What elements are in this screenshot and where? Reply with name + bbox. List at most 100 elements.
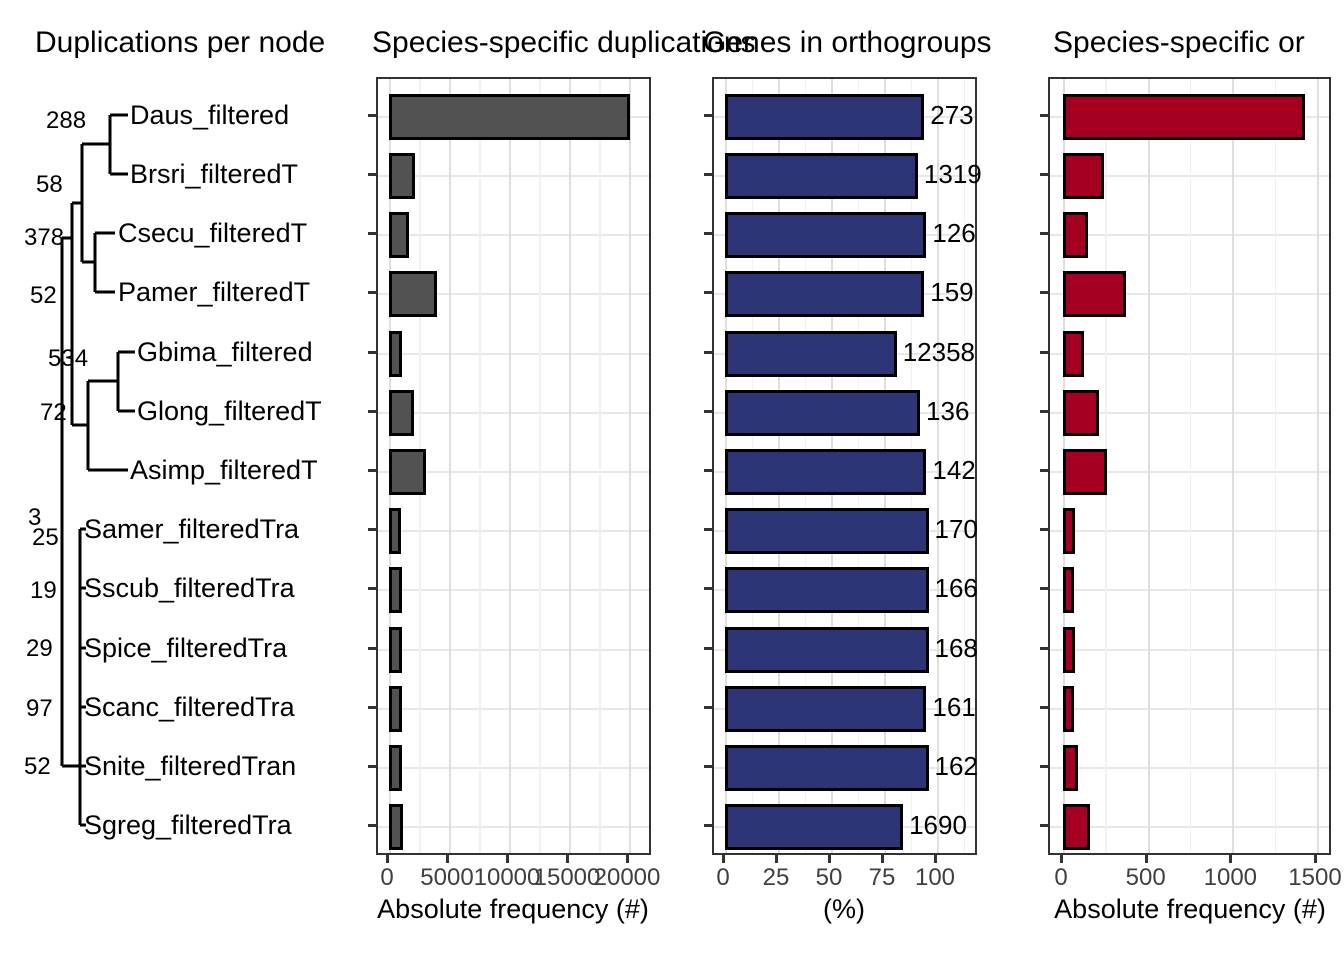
tree-node-support-label: 534 bbox=[48, 345, 89, 372]
bar-Spice_filteredTra bbox=[1063, 627, 1075, 673]
tip-label: Asimp_filteredT bbox=[130, 455, 318, 485]
bar-Asimp_filteredT bbox=[1063, 449, 1108, 495]
bar-Glong_filteredT bbox=[1063, 390, 1099, 436]
y-tick-mark bbox=[1040, 410, 1048, 413]
y-tick-mark bbox=[1040, 232, 1048, 235]
y-tick-mark bbox=[368, 647, 376, 650]
y-tick-mark bbox=[704, 291, 712, 294]
y-tick-mark bbox=[704, 587, 712, 590]
y-tick-mark bbox=[368, 528, 376, 531]
bar-Spice_filteredTra bbox=[389, 627, 402, 673]
x-tick-label: 20000 bbox=[593, 864, 661, 891]
x-tick-label: 10000 bbox=[473, 864, 541, 891]
gridline-major bbox=[449, 79, 451, 853]
gridline-minor bbox=[539, 79, 541, 853]
bar-Snite_filteredTran bbox=[725, 745, 929, 791]
y-tick-mark bbox=[704, 765, 712, 768]
bar-Pamer_filteredT bbox=[389, 271, 437, 317]
y-tick-mark bbox=[704, 114, 712, 117]
gridline-horizontal bbox=[378, 826, 649, 828]
gridline-minor bbox=[479, 79, 481, 853]
gridline-horizontal bbox=[1050, 412, 1329, 414]
bar-Samer_filteredTra bbox=[389, 508, 401, 554]
bar-Sgreg_filteredTra bbox=[1063, 804, 1091, 850]
gridline-horizontal bbox=[1050, 471, 1329, 473]
gridline-horizontal bbox=[378, 412, 649, 414]
y-tick-mark bbox=[368, 765, 376, 768]
x-tick-mark bbox=[446, 855, 449, 863]
gridline-horizontal bbox=[378, 649, 649, 651]
gridline-horizontal bbox=[1050, 826, 1329, 828]
y-tick-mark bbox=[1040, 469, 1048, 472]
bar-Csecu_filteredT bbox=[1063, 212, 1089, 258]
x-tick-mark bbox=[722, 855, 725, 863]
bar-Scanc_filteredTra bbox=[389, 686, 402, 732]
y-tick-mark bbox=[1040, 587, 1048, 590]
bar-Gbima_filtered bbox=[389, 331, 403, 377]
tree-node-support-label: 288 bbox=[46, 107, 87, 134]
bar-Asimp_filteredT bbox=[389, 449, 427, 495]
tip-label: Glong_filteredT bbox=[137, 396, 322, 426]
tip-label: Pamer_filteredT bbox=[118, 277, 311, 307]
y-tick-mark bbox=[368, 114, 376, 117]
gridline-horizontal bbox=[1050, 293, 1329, 295]
bar-Daus_filtered bbox=[389, 94, 631, 140]
bar-Scanc_filteredTra bbox=[725, 686, 927, 732]
y-tick-mark bbox=[368, 232, 376, 235]
panel-genes-in-orthogroups bbox=[712, 77, 977, 855]
y-tick-mark bbox=[704, 706, 712, 709]
bar-Brsri_filteredT bbox=[1063, 153, 1104, 199]
tree-node-support-label: 58 bbox=[36, 171, 63, 198]
tree-node-support-label: 3 bbox=[28, 504, 42, 531]
tip-label: Brsri_filteredT bbox=[130, 159, 299, 189]
tree-node-support-label: 19 bbox=[30, 577, 57, 604]
gridline-minor bbox=[1189, 79, 1192, 853]
y-tick-mark bbox=[1040, 647, 1048, 650]
y-tick-mark bbox=[1040, 528, 1048, 531]
x-tick-mark bbox=[1229, 855, 1233, 863]
gridline-horizontal bbox=[378, 589, 649, 591]
y-tick-mark bbox=[368, 706, 376, 709]
y-tick-mark bbox=[704, 469, 712, 472]
y-tick-mark bbox=[368, 173, 376, 176]
gridline-major bbox=[1147, 79, 1150, 853]
bar-Gbima_filtered bbox=[1063, 331, 1085, 377]
y-tick-mark bbox=[704, 528, 712, 531]
tree-node-support-label: 378 bbox=[24, 224, 65, 251]
bar-Sscub_filteredTra bbox=[725, 567, 929, 613]
y-tick-mark bbox=[368, 291, 376, 294]
bar-Asimp_filteredT bbox=[725, 449, 927, 495]
panel-species-specific-orthogroups bbox=[1048, 77, 1331, 855]
x-axis-title-panel1: Absolute frequency (#) bbox=[377, 894, 649, 924]
gridline-horizontal bbox=[378, 234, 649, 236]
x-tick-label: 15000 bbox=[533, 864, 601, 891]
gridline-horizontal bbox=[378, 353, 649, 355]
x-tick-label: 25 bbox=[762, 864, 790, 891]
y-tick-mark bbox=[1040, 114, 1048, 117]
tip-label: Spice_filteredTra bbox=[84, 633, 288, 663]
x-tick-mark bbox=[881, 855, 884, 863]
bar-Snite_filteredTran bbox=[1063, 745, 1079, 791]
x-tick-label: 75 bbox=[868, 864, 896, 891]
tip-label: Snite_filteredTran bbox=[84, 751, 297, 781]
x-tick-label: 50 bbox=[815, 864, 843, 891]
x-tick-label: 1500 bbox=[1288, 864, 1342, 891]
x-tick-label: 5000 bbox=[420, 864, 474, 891]
panel-title-species-specific-duplications: Species-specific duplications bbox=[372, 26, 756, 59]
bar-Scanc_filteredTra bbox=[1063, 686, 1074, 732]
bar-Csecu_filteredT bbox=[389, 212, 410, 258]
x-axis-title-panel3: Absolute frequency (#) bbox=[1054, 894, 1326, 924]
gridline-horizontal bbox=[1050, 708, 1329, 710]
y-tick-mark bbox=[1040, 706, 1048, 709]
bar-Sscub_filteredTra bbox=[1063, 567, 1074, 613]
y-tick-mark bbox=[704, 647, 712, 650]
x-tick-mark bbox=[506, 855, 509, 863]
bar-Samer_filteredTra bbox=[725, 508, 929, 554]
bar-Brsri_filteredT bbox=[389, 153, 416, 199]
bar-Samer_filteredTra bbox=[1063, 508, 1075, 554]
bar-Sgreg_filteredTra bbox=[725, 804, 904, 850]
panel-title-genes-in-orthogroups: Genes in orthogroups bbox=[703, 26, 992, 59]
x-tick-mark bbox=[828, 855, 831, 863]
bar-Sgreg_filteredTra bbox=[389, 804, 403, 850]
